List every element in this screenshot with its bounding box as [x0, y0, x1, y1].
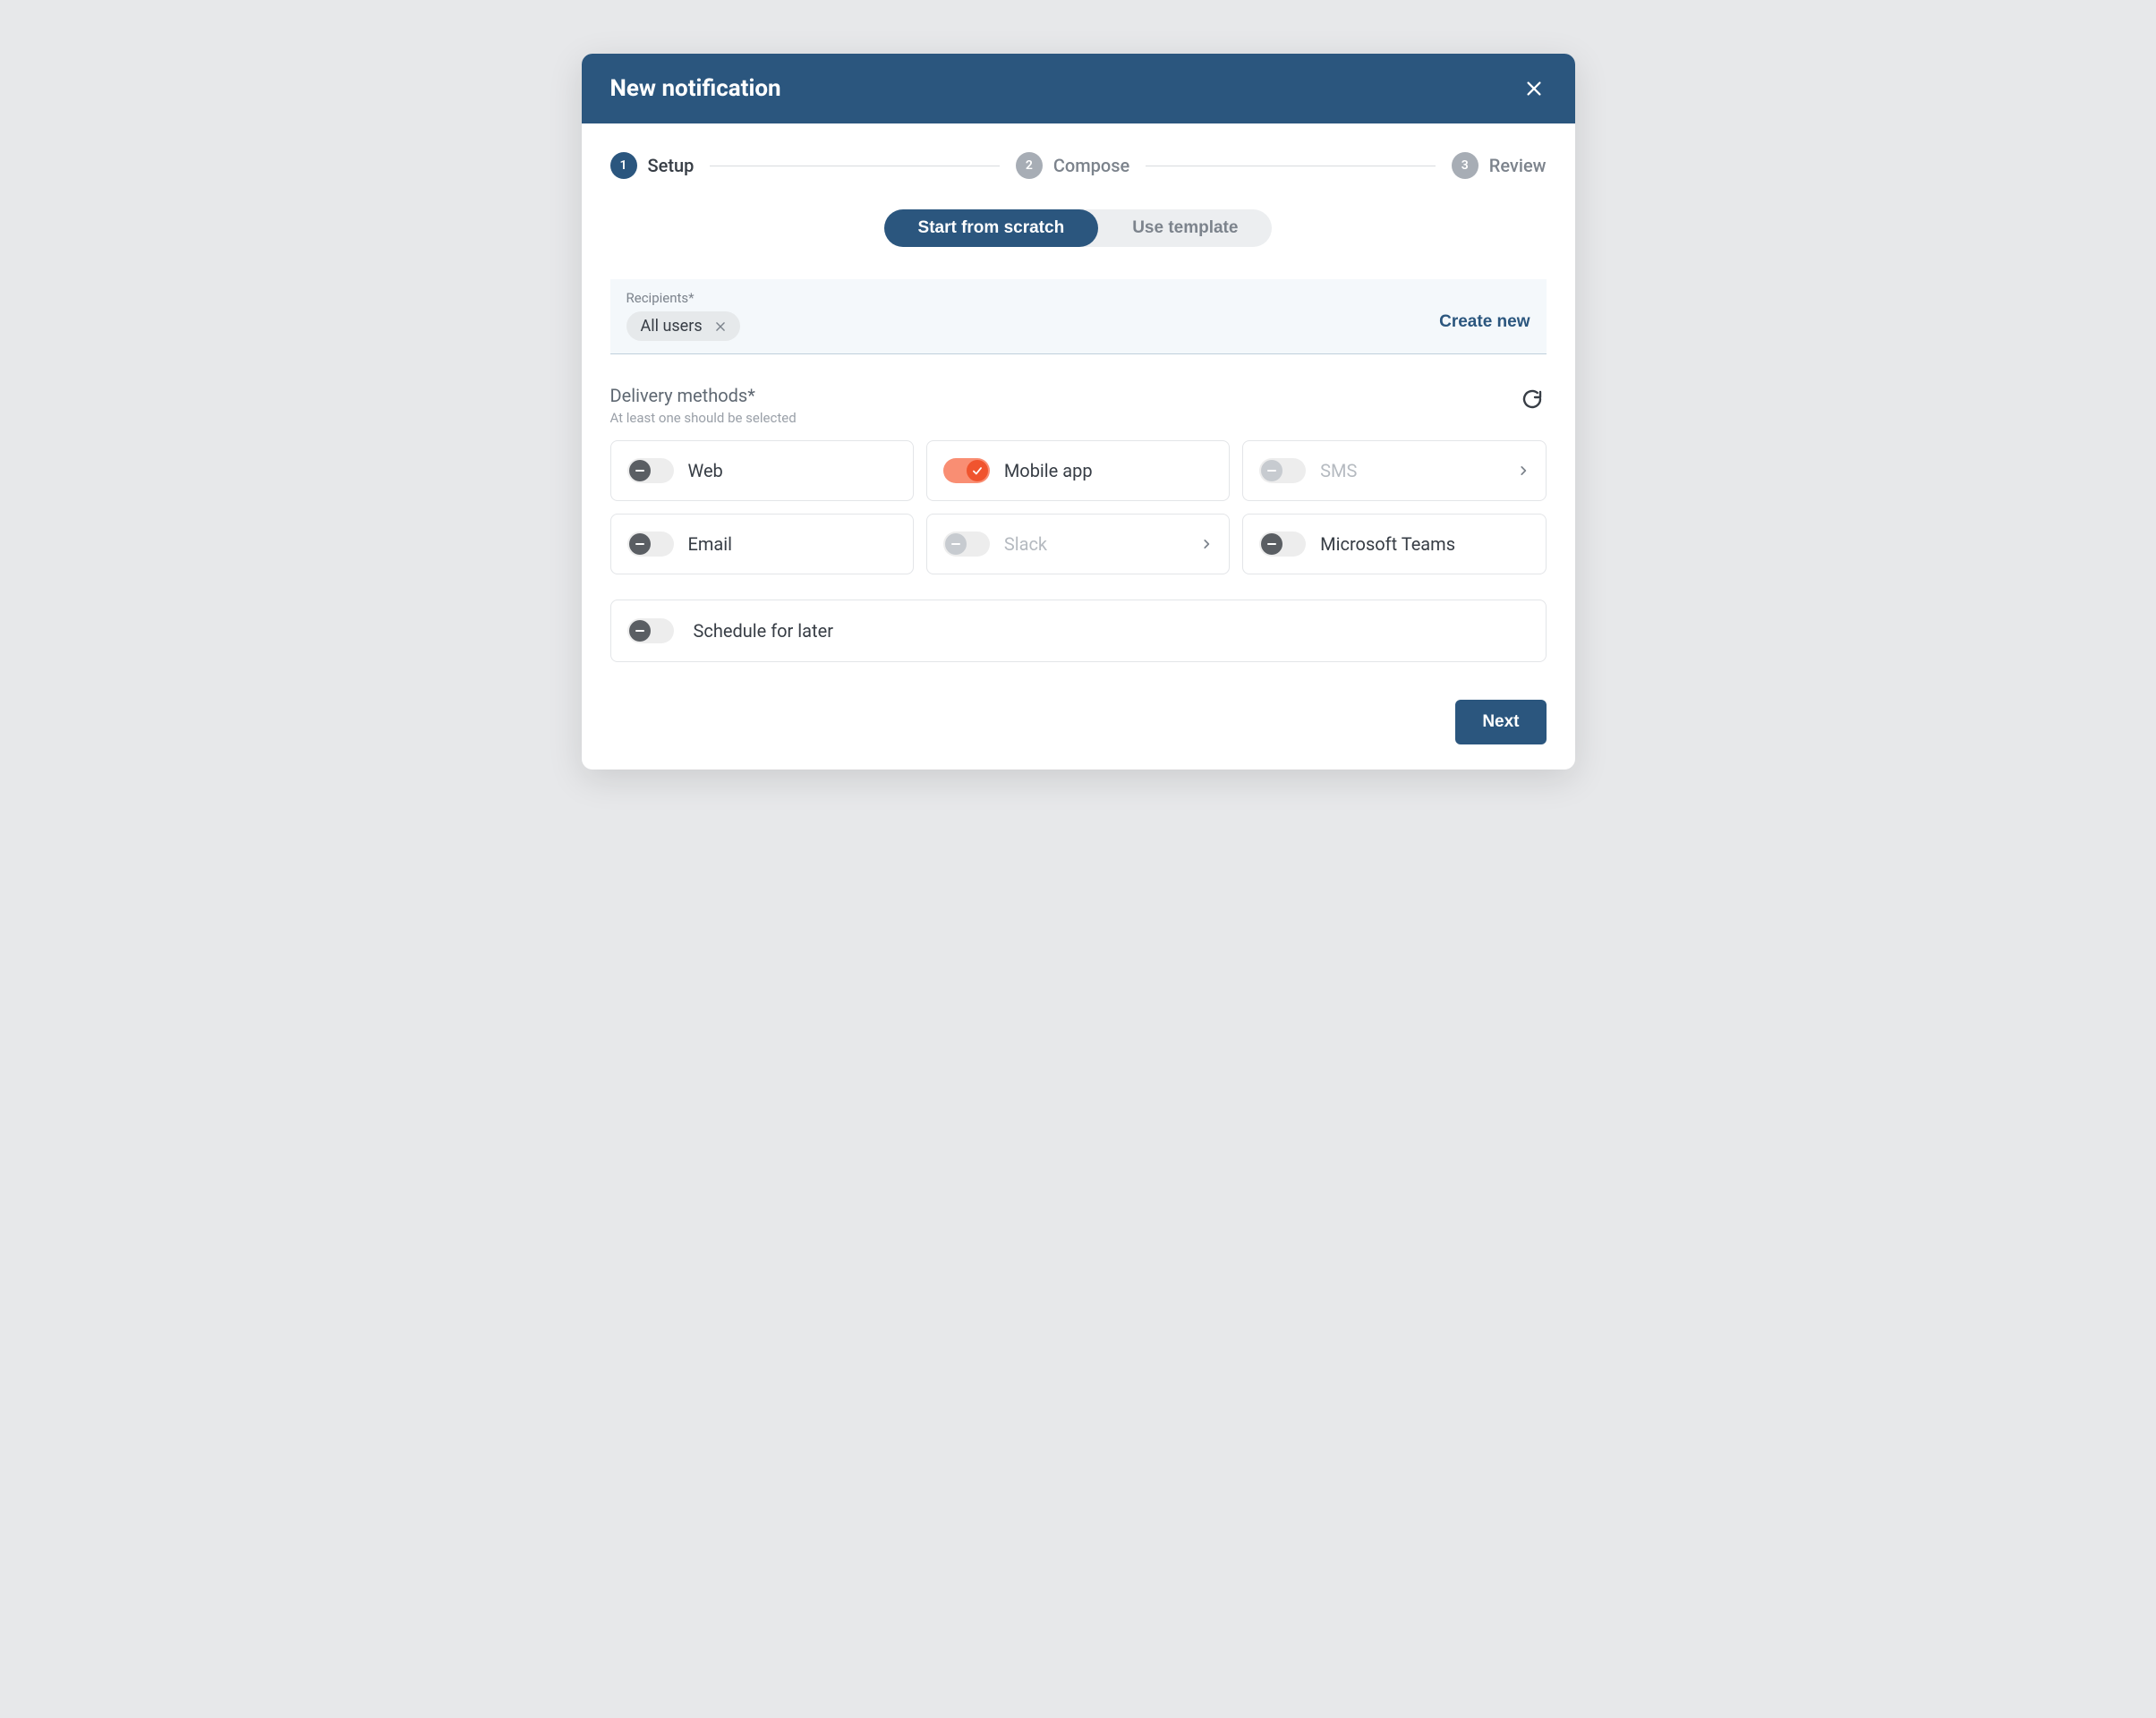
stepper: 1 Setup 2 Compose 3 Review — [610, 152, 1547, 179]
recipients-content: Recipients* All users — [626, 290, 740, 341]
minus-icon — [629, 533, 651, 555]
step-label: Setup — [648, 155, 695, 176]
minus-icon — [945, 533, 967, 555]
next-button[interactable]: Next — [1455, 700, 1546, 744]
modal-body: 1 Setup 2 Compose 3 Review Start from sc… — [582, 123, 1575, 770]
mode-use-template[interactable]: Use template — [1098, 209, 1272, 247]
close-icon — [714, 320, 727, 333]
method-label: Slack — [1004, 533, 1186, 555]
modal-title: New notification — [610, 75, 781, 102]
step-setup[interactable]: 1 Setup — [610, 152, 695, 179]
method-web[interactable]: Web — [610, 440, 914, 501]
method-label: Mobile app — [1004, 460, 1213, 481]
step-label: Review — [1489, 155, 1547, 176]
modal-footer: Next — [610, 700, 1547, 744]
delivery-hint: At least one should be selected — [610, 410, 797, 426]
method-sms[interactable]: SMS — [1242, 440, 1546, 501]
step-number: 1 — [610, 152, 637, 179]
toggle-web[interactable] — [627, 458, 674, 483]
delivery-title: Delivery methods* — [610, 385, 797, 406]
method-label: Microsoft Teams — [1320, 533, 1529, 555]
delivery-section-head: Delivery methods* At least one should be… — [610, 385, 1547, 426]
delivery-methods-grid: Web Mobile app SMS — [610, 440, 1547, 574]
modal-header: New notification — [582, 54, 1575, 123]
recipients-field[interactable]: Recipients* All users Create new — [610, 279, 1547, 354]
minus-icon — [1261, 533, 1283, 555]
minus-icon — [629, 620, 651, 642]
mode-toggle: Start from scratch Use template — [610, 209, 1547, 247]
chip-remove-button[interactable] — [712, 318, 729, 336]
recipients-label: Recipients* — [626, 290, 740, 306]
create-new-link[interactable]: Create new — [1439, 312, 1530, 341]
delivery-titles: Delivery methods* At least one should be… — [610, 385, 797, 426]
step-label: Compose — [1053, 155, 1129, 176]
method-label: Email — [688, 533, 897, 555]
method-email[interactable]: Email — [610, 514, 914, 574]
method-label: SMS — [1320, 460, 1502, 481]
chevron-right-icon — [1200, 538, 1213, 550]
method-slack[interactable]: Slack — [926, 514, 1230, 574]
toggle-email[interactable] — [627, 532, 674, 557]
toggle-sms[interactable] — [1259, 458, 1306, 483]
recipient-chip: All users — [626, 311, 740, 341]
close-button[interactable] — [1521, 76, 1547, 101]
toggle-schedule[interactable] — [627, 618, 674, 643]
step-review[interactable]: 3 Review — [1452, 152, 1547, 179]
schedule-label: Schedule for later — [694, 620, 833, 642]
method-mobile-app[interactable]: Mobile app — [926, 440, 1230, 501]
chip-text: All users — [641, 317, 703, 336]
step-number: 2 — [1016, 152, 1043, 179]
mode-start-from-scratch[interactable]: Start from scratch — [884, 209, 1099, 247]
close-icon — [1524, 79, 1544, 98]
toggle-microsoft-teams[interactable] — [1259, 532, 1306, 557]
refresh-icon — [1521, 388, 1543, 410]
method-microsoft-teams[interactable]: Microsoft Teams — [1242, 514, 1546, 574]
new-notification-modal: New notification 1 Setup 2 Compose 3 Rev… — [582, 54, 1575, 770]
method-label: Web — [688, 460, 897, 481]
schedule-card[interactable]: Schedule for later — [610, 600, 1547, 662]
minus-icon — [1261, 460, 1283, 481]
refresh-button[interactable] — [1518, 385, 1547, 416]
chevron-right-icon — [1517, 464, 1530, 477]
step-number: 3 — [1452, 152, 1479, 179]
toggle-mobile-app[interactable] — [943, 458, 990, 483]
toggle-slack[interactable] — [943, 532, 990, 557]
step-compose[interactable]: 2 Compose — [1016, 152, 1129, 179]
segmented-control: Start from scratch Use template — [884, 209, 1273, 247]
minus-icon — [629, 460, 651, 481]
check-icon — [967, 460, 988, 481]
